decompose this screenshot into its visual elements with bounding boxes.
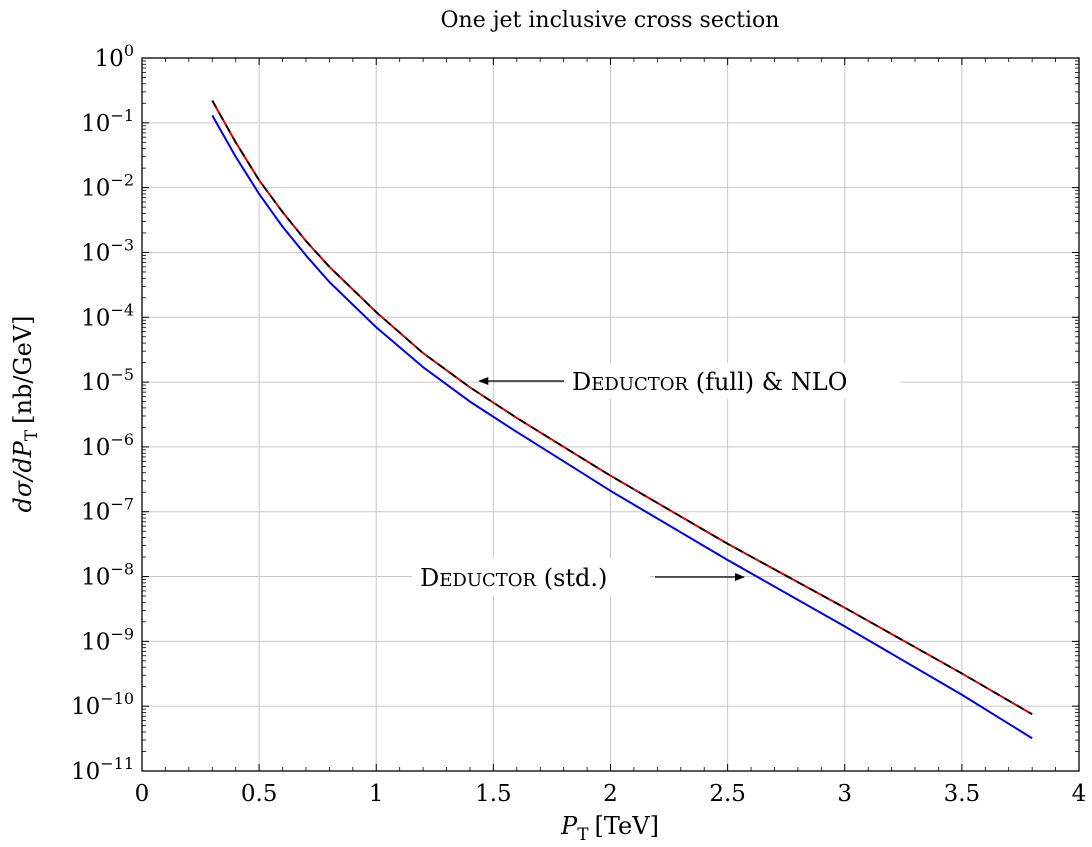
y-tick-label: 10−3 — [81, 235, 134, 266]
y-axis-label: dσ/dPT [nb/GeV] — [9, 315, 42, 512]
y-axis-label-unit: [nb/GeV] — [9, 315, 37, 423]
y-tick-label: 10−10 — [71, 689, 134, 720]
x-tick-label: 1 — [369, 781, 384, 807]
annotation-full-nlo-initial: D — [572, 368, 591, 396]
annotation-full-nlo: DEDUCTOR (full) & NLO — [572, 368, 847, 396]
x-axis-label-unit: [TeV] — [595, 812, 659, 840]
x-tick-label: 4 — [1072, 781, 1087, 807]
x-tick-label: 0 — [135, 781, 150, 807]
annotation-std-background — [412, 558, 650, 596]
x-axis-label-main: P — [560, 812, 578, 840]
y-tick-label: 10−5 — [81, 365, 134, 396]
y-axis-ticks: 100 10−1 10−2 10−3 10−4 10−5 10−6 10−7 10−8 10−9 1… — [71, 41, 1079, 785]
annotation-std-smallcaps: EDUCTOR — [439, 570, 536, 591]
y-axis-label-sub: T — [22, 429, 42, 441]
x-tick-label: 3.5 — [944, 781, 981, 807]
x-axis-ticks: 0 0.5 1 1.5 2 2.5 3 3.5 4 — [135, 58, 1087, 807]
annotation-full-nlo-background — [566, 363, 900, 399]
x-tick-label: 2.5 — [709, 781, 746, 807]
annotation-std: DEDUCTOR (std.) — [420, 564, 607, 592]
series-line-2 — [211, 100, 1033, 716]
annotation-full-nlo-smallcaps: EDUCTOR — [591, 374, 688, 395]
y-axis-label-main: dσ/dP — [9, 440, 37, 512]
x-axis-label-sub: T — [577, 825, 589, 845]
x-tick-label: 0.5 — [241, 781, 278, 807]
x-tick-label: 3 — [837, 781, 852, 807]
y-tick-label: 10−1 — [81, 106, 134, 137]
y-tick-label: 100 — [95, 41, 134, 72]
annotation-full-nlo-rest: (full) & NLO — [688, 368, 847, 396]
x-tick-label: 1.5 — [475, 781, 512, 807]
series-group — [211, 100, 1033, 740]
annotation-std-rest: (std.) — [536, 564, 607, 592]
y-tick-label: 10−7 — [81, 495, 134, 526]
y-tick-label: 10−9 — [81, 624, 134, 655]
chart-title: One jet inclusive cross section — [441, 8, 780, 33]
y-tick-label: 10−11 — [71, 754, 134, 785]
y-tick-label: 10−8 — [81, 560, 134, 591]
y-tick-label: 10−6 — [81, 430, 134, 461]
y-tick-label: 10−2 — [81, 171, 134, 202]
annotation-std-initial: D — [420, 564, 439, 592]
minor-ticks — [142, 58, 1079, 771]
y-tick-label: 10−4 — [81, 300, 134, 331]
x-tick-label: 2 — [603, 781, 618, 807]
series-line-0 — [211, 114, 1033, 740]
x-axis-label: PT [TeV] — [560, 812, 659, 845]
